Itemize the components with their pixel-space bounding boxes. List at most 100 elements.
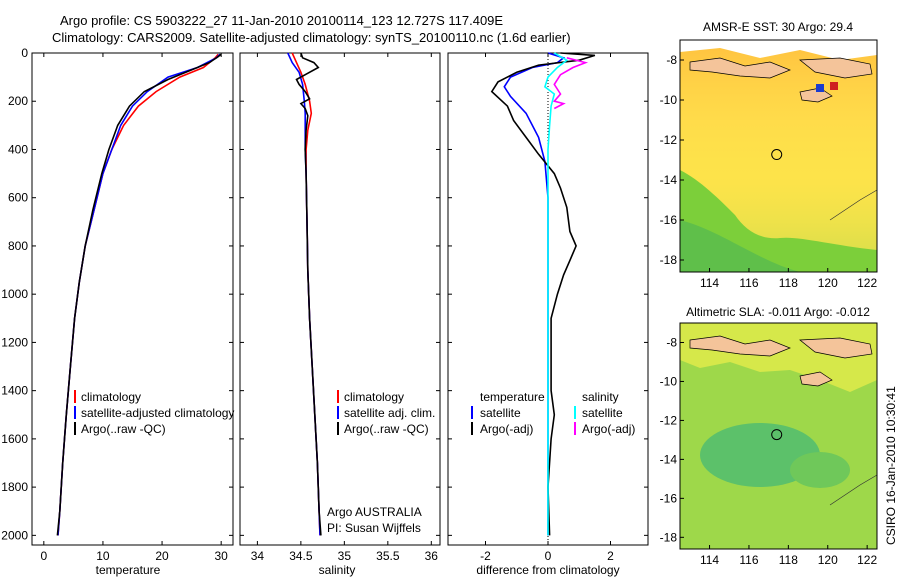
sla-map-border bbox=[679, 322, 878, 550]
temperature-series-argo bbox=[56, 53, 222, 536]
sst-map-title: AMSR-E SST: 30 Argo: 29.4 bbox=[703, 20, 853, 34]
sla-low-region-2 bbox=[790, 452, 850, 488]
credit-stamp: CSIRO 16-Jan-2010 10:30:41 bbox=[884, 386, 898, 545]
sst-land-sumbawa bbox=[799, 57, 873, 79]
difference-series-temp-argo bbox=[490, 52, 596, 536]
salinity-legend: climatology satellite adj. clim. Argo(..… bbox=[337, 390, 435, 436]
depth-tick-label: 1800 bbox=[1, 480, 28, 494]
depth-tick-label: 1000 bbox=[1, 287, 28, 301]
temperature-xlabel: temperature bbox=[96, 563, 161, 577]
sst-land-java bbox=[689, 57, 791, 79]
depth-tick-label: 400 bbox=[8, 142, 28, 156]
legend-argo: Argo(..raw -QC) bbox=[81, 422, 166, 436]
sst-lat-tick-label: -16 bbox=[660, 213, 678, 227]
salinity-xtick-label: 34 bbox=[251, 549, 265, 563]
temperature-xtick-label: 30 bbox=[214, 549, 228, 563]
sst-map: AMSR-E SST: 30 Argo: 29.4 114 116 118 120 12… bbox=[660, 20, 878, 290]
difference-ticks: -2 0 2 bbox=[448, 52, 648, 563]
sla-land-java bbox=[689, 335, 791, 357]
sst-no-data bbox=[680, 40, 877, 60]
difference-legend: temperature satellite Argo(-adj) salinit… bbox=[471, 390, 635, 436]
sst-hot-pixel bbox=[816, 84, 824, 92]
legend-temp-satellite: satellite bbox=[480, 406, 521, 420]
pi-note: PI: Susan Wijffels bbox=[327, 521, 421, 535]
sla-argo-location bbox=[771, 429, 783, 441]
sst-lat-tick-label: -10 bbox=[660, 93, 678, 107]
sst-argo-location bbox=[771, 149, 783, 161]
sla-lon-tick-label: 122 bbox=[857, 553, 877, 567]
sst-map-ticks: 114 116 118 120 122 -8 -10 -12 -14 -16 -18 bbox=[660, 53, 878, 290]
sla-lat-tick-label: -12 bbox=[660, 413, 678, 427]
legend-temp-argo: Argo(-adj) bbox=[480, 422, 533, 436]
salinity-xtick-label: 35.5 bbox=[376, 549, 400, 563]
legend-satellite: satellite-adjusted climatology bbox=[81, 406, 234, 420]
sla-map: Altimetric SLA: -0.011 Argo: -0.012 114 1… bbox=[660, 305, 878, 567]
temperature-lines bbox=[56, 53, 222, 536]
depth-tick-label: 1600 bbox=[1, 432, 28, 446]
difference-xlabel: difference from climatology bbox=[476, 563, 619, 577]
depth-tick-label: 1400 bbox=[1, 384, 28, 398]
salinity-xtick-label: 36 bbox=[425, 549, 439, 563]
sla-map-ticks: 114 116 118 120 122 -8 -10 -12 -14 -16 -18 bbox=[660, 335, 878, 567]
depth-tick-label: 1200 bbox=[1, 335, 28, 349]
temperature-xtick-label: 20 bbox=[155, 549, 169, 563]
difference-lines bbox=[490, 52, 596, 536]
difference-xtick-label: -2 bbox=[480, 549, 491, 563]
sla-land-sumbawa bbox=[799, 337, 873, 359]
sla-lat-tick-label: -16 bbox=[660, 491, 678, 505]
depth-tick-label: 2000 bbox=[1, 528, 28, 542]
legend-sal-satellite: satellite adj. clim. bbox=[344, 406, 435, 420]
sst-coolest-region bbox=[680, 220, 800, 272]
sla-lon-tick-label: 114 bbox=[700, 553, 719, 567]
sst-lat-tick-label: -12 bbox=[660, 133, 678, 147]
sla-lon-tick-label: 116 bbox=[739, 553, 758, 567]
sst-hot-pixel-2 bbox=[830, 82, 838, 90]
depth-tick-label: 0 bbox=[21, 46, 28, 60]
temperature-ticks: 0 10 20 30 0 200 400 600 800 1000 1200 1400 1600 1800… bbox=[1, 46, 233, 563]
sst-lon-tick-label: 116 bbox=[739, 276, 758, 290]
sla-land-sumba bbox=[799, 371, 833, 387]
sla-coast-australia bbox=[829, 474, 878, 506]
temperature-legend: climatology satellite-adjusted climatolo… bbox=[74, 390, 234, 436]
salinity-xtick-label: 35 bbox=[338, 549, 352, 563]
argo-program-note: Argo AUSTRALIA bbox=[327, 505, 422, 519]
legend-climatology: climatology bbox=[81, 390, 141, 404]
legend-sal-sat: satellite bbox=[582, 406, 623, 420]
sst-lat-tick-label: -14 bbox=[660, 173, 678, 187]
temperature-xtick-label: 0 bbox=[40, 549, 47, 563]
sst-map-border bbox=[679, 39, 878, 273]
difference-panel: -2 0 2 difference from climatology tempera… bbox=[447, 52, 649, 577]
sst-lon-tick-label: 114 bbox=[700, 276, 719, 290]
legend-sal-climatology: climatology bbox=[344, 390, 404, 404]
title-line-1: Argo profile: CS 5903222_27 11-Jan-2010 … bbox=[60, 13, 503, 28]
temperature-panel: 0 10 20 30 0 200 400 600 800 1000 1200 1400 1600 1800… bbox=[1, 46, 234, 577]
title-line-2: Climatology: CARS2009. Satellite-adjuste… bbox=[52, 30, 571, 45]
sst-lat-tick-label: -8 bbox=[666, 53, 677, 67]
salinity-ticks: 34 34.5 35 35.5 36 bbox=[240, 52, 440, 563]
depth-tick-label: 800 bbox=[8, 239, 28, 253]
salinity-axes bbox=[239, 52, 441, 546]
salinity-xtick-label: 34.5 bbox=[289, 549, 313, 563]
sla-lon-tick-label: 118 bbox=[779, 553, 798, 567]
sla-low-region bbox=[700, 423, 820, 487]
legend-temperature-title: temperature bbox=[480, 390, 545, 404]
legend-sal-argo: Argo(..raw -QC) bbox=[344, 422, 429, 436]
salinity-series-argo bbox=[295, 52, 322, 536]
difference-xtick-label: 2 bbox=[607, 549, 614, 563]
salinity-panel: 34 34.5 35 35.5 36 salinity climatology sate… bbox=[239, 52, 441, 577]
difference-xtick-label: 0 bbox=[545, 549, 552, 563]
temperature-xtick-label: 10 bbox=[96, 549, 110, 563]
salinity-xlabel: salinity bbox=[319, 563, 356, 577]
depth-tick-label: 200 bbox=[8, 94, 28, 108]
sla-lat-tick-label: -18 bbox=[660, 530, 678, 544]
sst-lat-tick-label: -18 bbox=[660, 253, 678, 267]
sst-lon-tick-label: 120 bbox=[818, 276, 838, 290]
salinity-lines bbox=[287, 52, 322, 536]
sst-lon-tick-label: 122 bbox=[857, 276, 877, 290]
sla-lat-tick-label: -8 bbox=[666, 335, 677, 349]
depth-tick-label: 600 bbox=[8, 191, 28, 205]
sst-coast-australia bbox=[829, 189, 878, 221]
sla-lat-tick-label: -10 bbox=[660, 374, 678, 388]
legend-salinity-title: salinity bbox=[582, 390, 619, 404]
